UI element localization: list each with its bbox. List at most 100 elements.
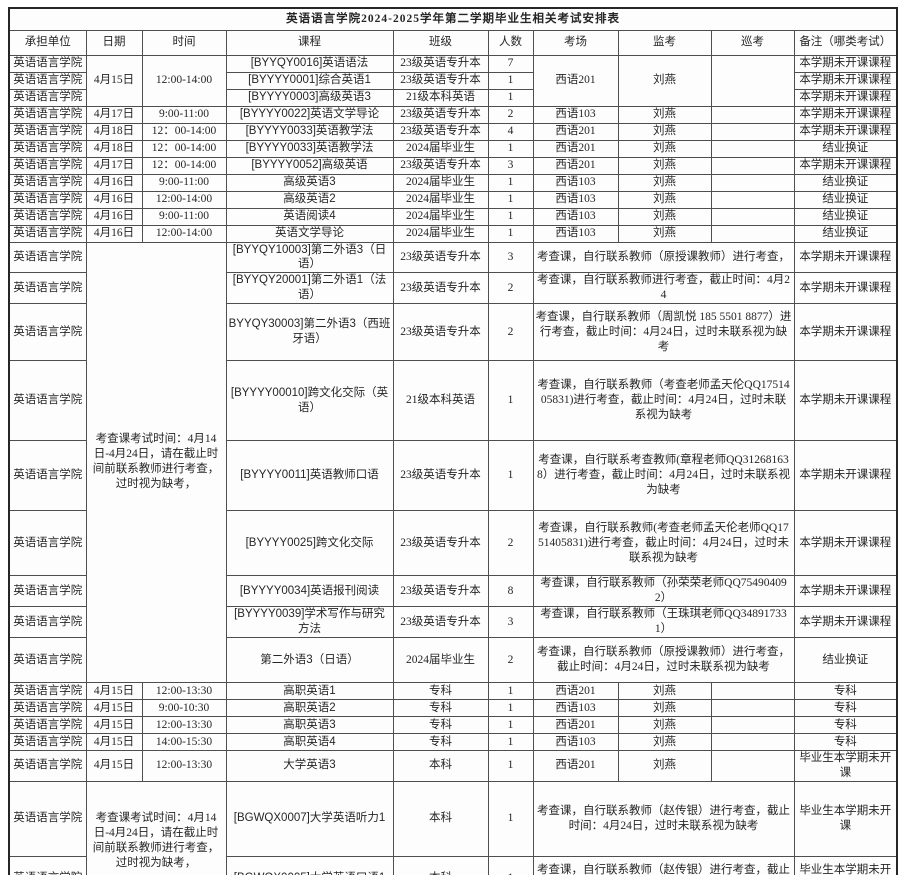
cell-class: 专科 [392, 699, 489, 717]
cell-remark: 结业换证 [793, 224, 898, 243]
cell-invigilator: 刘燕 [617, 122, 712, 141]
cell-count: 7 [487, 54, 534, 73]
cell-count: 4 [487, 122, 534, 141]
cell-patrol [710, 733, 795, 751]
cell-unit: 英语语言学院 [8, 360, 87, 442]
cell-room: 西语103 [532, 207, 619, 226]
cell-time: 12：00-14:00 [141, 122, 227, 141]
cell-course: [BGWQX0007]大学英语听力1 [225, 780, 394, 857]
cell-date: 4月16日 [85, 190, 143, 209]
cell-remark: 专科 [793, 682, 898, 700]
cell-course: BYYQY30003]第二外语3（西班牙语） [225, 303, 394, 362]
cell-class: 2024届毕业生 [392, 139, 489, 158]
cell-remark: 本学期未开课课程 [793, 440, 898, 512]
cell-remark: 结业换证 [793, 637, 898, 683]
cell-date: 4月15日 [85, 54, 143, 107]
cell-course: [BYYYY0033]英语教学法 [225, 139, 394, 158]
column-header-invigilator: 监考 [617, 29, 712, 56]
cell-class: 23级英语专升本 [392, 606, 489, 638]
cell-course: 英语文学导论 [225, 224, 394, 243]
cell-class: 23级英语专升本 [392, 156, 489, 175]
cell-class: 21级本科英语 [392, 88, 489, 107]
cell-count: 1 [487, 440, 534, 512]
cell-remark: 本学期未开课课程 [793, 54, 898, 73]
column-header-date: 日期 [85, 29, 143, 56]
cell-method: 考查课，自行联系教师(考查老师孟天伦老师QQ1751405831)进行考查，截止… [532, 510, 795, 577]
table-row: 英语语言学院 4月15日 12:00-13:30 高职英语1 专科 1 西语201 刘燕 专科 [8, 682, 898, 700]
table-row: 英语语言学院 4月17日 9:00-11:00 [BYYYY0022]英语文学导论 23… [8, 105, 898, 124]
cell-count: 1 [487, 733, 534, 751]
cell-count: 3 [487, 156, 534, 175]
cell-time: 12：00-14:00 [141, 139, 227, 158]
cell-unit: 英语语言学院 [8, 88, 87, 107]
cell-class: 本科 [392, 750, 489, 782]
cell-class: 2024届毕业生 [392, 190, 489, 209]
cell-count: 2 [487, 510, 534, 577]
cell-time: 12:00-13:30 [141, 750, 227, 782]
table-row: 英语语言学院 4月15日 9:00-10:30 高职英语2 专科 1 西语103 刘燕 专科 [8, 699, 898, 717]
cell-room: 西语201 [532, 716, 619, 734]
cell-unit: 英语语言学院 [8, 440, 87, 512]
table-row: 英语语言学院 [BYYQY20001]第二外语1（法语） 23级英语专升本 2 考查课，… [8, 272, 898, 305]
cell-invigilator: 刘燕 [617, 173, 712, 192]
cell-remark: 本学期未开课课程 [793, 88, 898, 107]
cell-unit: 英语语言学院 [8, 855, 87, 875]
cell-remark: 毕业生本学期未开课 [793, 855, 898, 875]
cell-method: 考查课，自行联系考查教师(章程老师QQ312681638）进行考查，截止时间：4… [532, 440, 795, 512]
cell-remark: 本学期未开课课程 [793, 241, 898, 274]
cell-count: 2 [487, 637, 534, 683]
cell-room: 西语103 [532, 105, 619, 124]
cell-class: 2024届毕业生 [392, 637, 489, 683]
cell-invigilator: 刘燕 [617, 699, 712, 717]
cell-unit: 英语语言学院 [8, 105, 87, 124]
exam-schedule-table: 英语语言学院2024-2025学年第二学期毕业生相关考试安排表 承担单位 日期 时间课… [8, 7, 899, 875]
cell-unit: 英语语言学院 [8, 606, 87, 638]
cell-count: 3 [487, 241, 534, 274]
cell-date: 4月15日 [85, 733, 143, 751]
cell-time: 12:00-14:00 [141, 54, 227, 107]
cell-remark: 本学期未开课课程 [793, 606, 898, 638]
cell-time: 9:00-11:00 [141, 105, 227, 124]
cell-patrol [710, 105, 795, 124]
cell-date: 4月17日 [85, 156, 143, 175]
cell-date: 4月15日 [85, 716, 143, 734]
cell-remark: 本学期未开课课程 [793, 105, 898, 124]
cell-unit: 英语语言学院 [8, 54, 87, 73]
table-row: 英语语言学院 4月15日 14:00-15:30 高职英语4 专科 1 西语103 刘燕 专科 [8, 733, 898, 751]
cell-method: 考查课，自行联系教师（考查老师孟天伦QQ1751405831)进行考查，截止时间… [532, 360, 795, 442]
cell-count: 1 [487, 780, 534, 857]
cell-unit: 英语语言学院 [8, 699, 87, 717]
cell-invigilator: 刘燕 [617, 716, 712, 734]
page-title: 英语语言学院2024-2025学年第二学期毕业生相关考试安排表 [8, 7, 898, 31]
cell-class: 23级英语专升本 [392, 440, 489, 512]
cell-method: 考查课，自行联系教师（孙荣荣老师QQ754904092） [532, 575, 795, 608]
cell-unit: 英语语言学院 [8, 190, 87, 209]
cell-count: 1 [487, 139, 534, 158]
cell-invigilator: 刘燕 [617, 54, 712, 107]
cell-date: 4月17日 [85, 105, 143, 124]
cell-remark: 结业换证 [793, 173, 898, 192]
cell-count: 1 [487, 88, 534, 107]
cell-invigilator: 刘燕 [617, 190, 712, 209]
cell-room: 西语201 [532, 139, 619, 158]
cell-remark: 本学期未开课课程 [793, 122, 898, 141]
table-row: 英语语言学院 4月17日 12：00-14:00 [BYYYY0052]高级英语 23级… [8, 156, 898, 175]
cell-class: 专科 [392, 682, 489, 700]
cell-class: 23级英语专升本 [392, 241, 489, 274]
cell-remark: 本学期未开课课程 [793, 71, 898, 90]
cell-class: 2024届毕业生 [392, 207, 489, 226]
cell-count: 1 [487, 190, 534, 209]
cell-room: 西语201 [532, 54, 619, 107]
cell-exam-window: 考查课考试时间：4月14日-4月24日，请在截止时间前联系教师进行考查，过时视为… [85, 241, 227, 683]
cell-count: 1 [487, 71, 534, 90]
cell-course: [BYYYY0003]高级英语3 [225, 88, 394, 107]
cell-remark: 本学期未开课课程 [793, 156, 898, 175]
cell-unit: 英语语言学院 [8, 272, 87, 305]
cell-count: 8 [487, 575, 534, 608]
column-header-count: 人数 [487, 29, 534, 56]
table-row: 英语语言学院 4月18日 12：00-14:00 [BYYYY0033]英语教学法 20… [8, 139, 898, 158]
cell-count: 1 [487, 750, 534, 782]
cell-unit: 英语语言学院 [8, 780, 87, 857]
cell-course: [BYYYY0039]学术写作与研究方法 [225, 606, 394, 638]
table-row: 英语语言学院 [BYYYY0034]英语报刊阅读 23级英语专升本 8 考查课，自行联系… [8, 575, 898, 608]
